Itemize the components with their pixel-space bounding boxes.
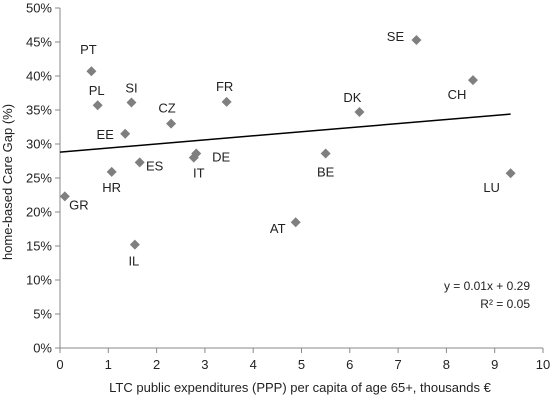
data-point-cz: [166, 118, 177, 129]
point-label-de: DE: [212, 150, 230, 165]
point-labels: PT PL SI EE HR ES CZ FR DE IT GR IL AT BE DK SE CH LU: [69, 29, 500, 269]
data-point-si: [126, 97, 137, 108]
data-point-fr: [221, 96, 232, 107]
data-point-se: [411, 34, 422, 45]
point-label-ch: CH: [448, 87, 467, 102]
trendline: [59, 113, 511, 153]
y-tick-label: 20%: [26, 205, 52, 220]
data-point-dk: [354, 107, 365, 118]
data-point-pl: [92, 100, 103, 111]
data-point-hr: [106, 166, 117, 177]
trendline-equation: y = 0.01x + 0.29: [444, 279, 530, 293]
x-tick-label: 3: [201, 357, 208, 372]
data-point-gr: [59, 191, 70, 202]
data-point-at: [290, 217, 301, 228]
point-label-pt: PT: [80, 42, 97, 57]
x-tick-label: 5: [298, 357, 305, 372]
data-point-ee: [120, 128, 131, 139]
point-label-hr: HR: [102, 180, 121, 195]
point-label-se: SE: [387, 29, 405, 44]
point-label-ee: EE: [97, 127, 115, 142]
x-tick-label: 1: [105, 357, 112, 372]
x-tick-label: 6: [346, 357, 353, 372]
x-tick-label: 0: [56, 357, 63, 372]
point-label-at: AT: [270, 221, 286, 236]
data-point-es: [134, 157, 145, 168]
y-tick-label: 40%: [26, 69, 52, 84]
y-tick-label: 15%: [26, 239, 52, 254]
y-tick-label: 30%: [26, 137, 52, 152]
data-point-it: [188, 152, 199, 163]
x-tick-label: 7: [394, 357, 401, 372]
point-label-si: SI: [125, 81, 137, 96]
data-point-ch: [467, 75, 478, 86]
point-label-es: ES: [146, 158, 164, 173]
point-label-be: BE: [317, 165, 335, 180]
data-point-lu: [505, 168, 516, 179]
y-tick-label: 0%: [33, 341, 52, 356]
y-tick-label: 10%: [26, 273, 52, 288]
data-point-il: [129, 239, 140, 250]
x-tick-label: 9: [491, 357, 498, 372]
x-axis-title: LTC public expenditures (PPP) per capita…: [109, 380, 491, 395]
y-tick-label: 5%: [33, 307, 52, 322]
point-label-it: IT: [193, 166, 205, 181]
y-tick-label: 35%: [26, 103, 52, 118]
x-axis-ticks: 0 1 2 3 4 5 6 7 8 9 10: [56, 348, 550, 372]
point-label-fr: FR: [216, 79, 233, 94]
point-label-il: IL: [128, 254, 139, 269]
x-tick-label: 2: [153, 357, 160, 372]
y-axis-ticks: 0% 5% 10% 15% 20% 25% 30% 35% 40% 45% 50%: [26, 1, 60, 356]
point-label-pl: PL: [89, 83, 105, 98]
y-tick-label: 50%: [26, 1, 52, 16]
x-tick-label: 10: [536, 357, 550, 372]
y-tick-label: 25%: [26, 171, 52, 186]
point-label-lu: LU: [483, 180, 500, 195]
y-tick-label: 45%: [26, 35, 52, 50]
x-tick-label: 4: [250, 357, 257, 372]
point-label-gr: GR: [69, 197, 89, 212]
x-tick-label: 8: [443, 357, 450, 372]
trendline-r-squared: R² = 0.05: [480, 297, 530, 311]
data-point-be: [320, 148, 331, 159]
data-point-pt: [86, 66, 97, 77]
y-axis-title: home-based Care Gap (%): [0, 104, 15, 260]
point-label-cz: CZ: [158, 101, 175, 116]
data-points: [59, 34, 516, 250]
point-label-dk: DK: [343, 90, 361, 105]
